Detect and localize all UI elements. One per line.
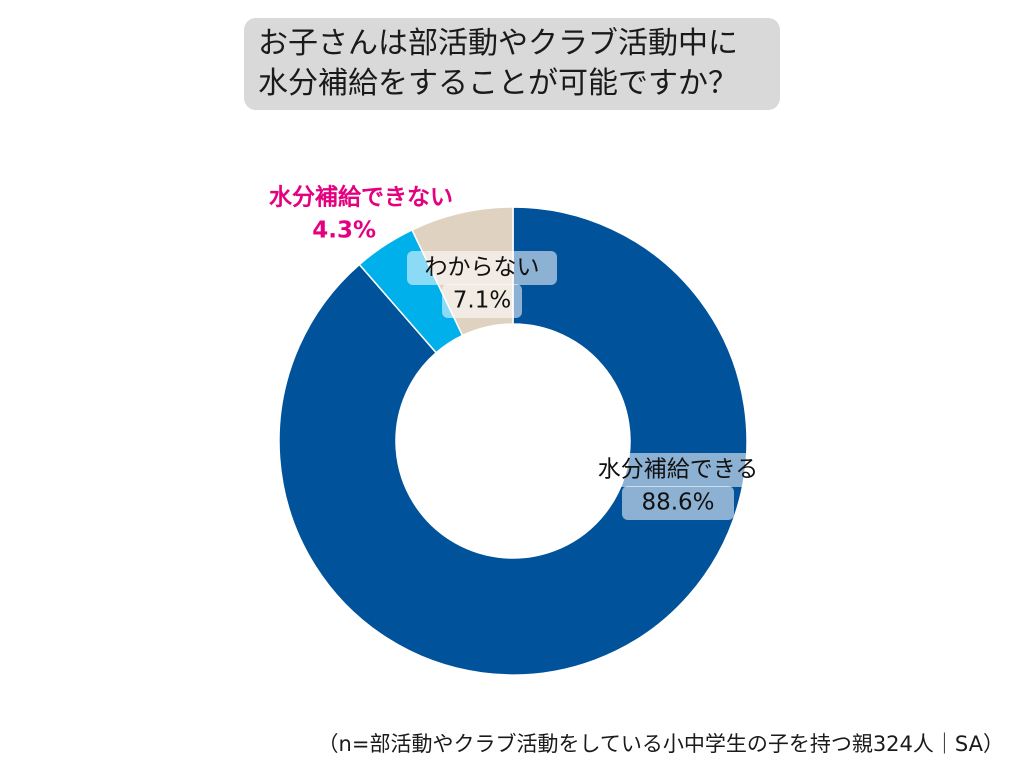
- label-can-hydrate-name: 水分補給できる: [598, 457, 759, 483]
- label-cannot-hydrate-name: 水分補給できない: [269, 184, 453, 211]
- chart-title-box: お子さんは部活動やクラブ活動中に 水分補給をすることが可能ですか？: [244, 18, 780, 110]
- slice-can-hydrate: [278, 206, 748, 676]
- label-box-unknown-value: [442, 284, 522, 318]
- label-unknown-value: 7.1%: [453, 288, 511, 314]
- label-box-unknown-name: [407, 251, 557, 285]
- label-box-can-hydrate-value: [622, 486, 734, 520]
- sample-note: （n=部活動やクラブ活動をしている小中学生の子を持つ親324人｜SA）: [317, 732, 1004, 756]
- chart-title-line-2: 水分補給をすることが可能ですか？: [258, 66, 738, 101]
- label-box-can-hydrate-name: [585, 453, 771, 487]
- label-unknown-name: わからない: [425, 255, 540, 281]
- chart-title-line-1: お子さんは部活動やクラブ活動中に: [258, 26, 738, 61]
- label-can-hydrate-value: 88.6%: [641, 490, 714, 516]
- label-cannot-hydrate-value: 4.3%: [312, 218, 376, 244]
